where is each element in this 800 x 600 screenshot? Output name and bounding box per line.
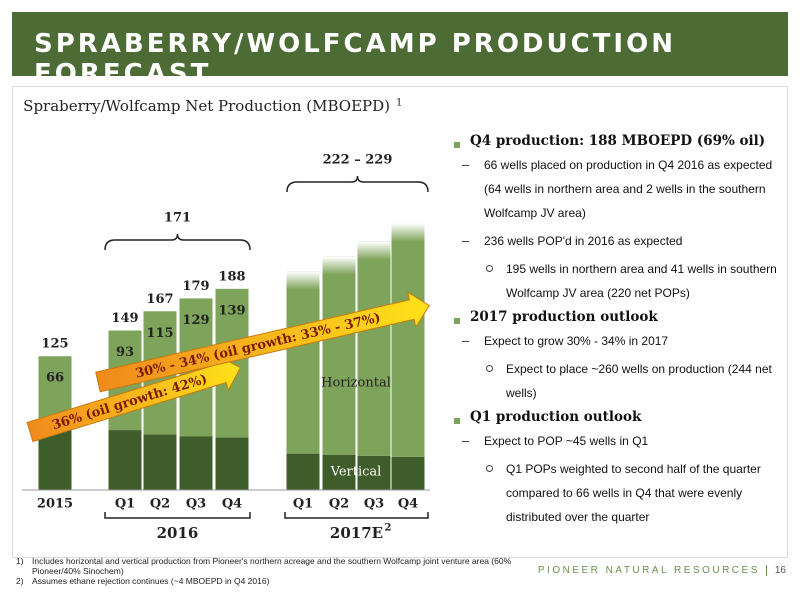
group-label: 2017E: [330, 524, 383, 542]
x-tick-label: Q3: [186, 497, 206, 512]
bullet-marker: [462, 241, 469, 242]
bar-segment: [391, 223, 425, 457]
bullet-text: 195 wells in northern area and 41 wells …: [506, 262, 777, 300]
bullet: 2017 production outlook: [452, 309, 788, 325]
bar-segment: [286, 453, 320, 490]
header: SPRABERRY/WOLFCAMP PRODUCTION FORECAST: [12, 12, 788, 89]
bullet: 236 wells POP'd in 2016 as expected: [454, 229, 788, 253]
total-label: 149: [111, 311, 138, 326]
fade: [391, 223, 425, 242]
bullet-marker: [454, 142, 460, 148]
bar-segment: [322, 454, 356, 490]
brace: [104, 233, 251, 251]
bar-segment: [357, 241, 391, 456]
bullet: Q4 production: 188 MBOEPD (69% oil): [452, 133, 788, 149]
bullet-marker: [462, 165, 469, 166]
x-tick-label: 2015: [37, 497, 73, 512]
segment-label: 66: [46, 371, 64, 386]
fade: [286, 271, 320, 290]
footnote: 2) Assumes ethane rejection continues (~4…: [16, 576, 536, 586]
brace: [286, 175, 429, 193]
x-tick-label: Q4: [222, 497, 242, 512]
bullet-text: 236 wells POP'd in 2016 as expected: [484, 234, 683, 248]
fade: [357, 241, 391, 260]
group-note: 2: [385, 523, 392, 534]
bullet-marker: [486, 265, 493, 272]
brace-label: 222 – 229: [323, 153, 393, 168]
group-bracket: [104, 512, 251, 519]
group-bracket: [284, 512, 429, 519]
bullet-text: 2017 production outlook: [470, 309, 658, 325]
footnote-text: Includes horizontal and vertical product…: [32, 556, 512, 576]
bullet: 195 wells in northern area and 41 wells …: [452, 257, 788, 305]
bar-segment: [143, 434, 177, 490]
bullet-marker: [462, 441, 469, 442]
fade: [322, 256, 356, 275]
group-label: 2016: [157, 524, 199, 542]
frame: [12, 86, 788, 558]
footnote-marker: 1): [16, 556, 24, 566]
bullets: Q4 production: 188 MBOEPD (69% oil) 66 we…: [452, 133, 788, 533]
bar-segment: [215, 437, 249, 490]
arrow-shape: [95, 290, 430, 393]
bar-segment: [179, 436, 213, 490]
footer: PIONEER NATURAL RESOURCES 16: [538, 565, 786, 576]
title-note: 1: [396, 98, 402, 109]
bar-segment: [108, 430, 142, 490]
x-tick-label: Q3: [364, 497, 384, 512]
footnotes: 1) Includes horizontal and vertical produ…: [16, 556, 536, 586]
bullet: 66 wells placed on production in Q4 2016…: [454, 153, 788, 225]
total-label: 188: [218, 269, 245, 284]
total-label: 167: [146, 292, 173, 307]
bullet-text: 66 wells placed on production in Q4 2016…: [484, 158, 773, 220]
x-tick-label: Q1: [293, 497, 313, 512]
bullet-marker: [486, 465, 493, 472]
company: PIONEER NATURAL RESOURCES: [537, 565, 760, 576]
bar-segment: [322, 256, 356, 455]
bar-segment: [286, 271, 320, 454]
bullet: Expect to POP ~45 wells in Q1: [454, 429, 788, 453]
bullet-text: Expect to place ~260 wells on production…: [506, 362, 772, 400]
x-tick-label: Q1: [115, 497, 135, 512]
bullet-marker: [462, 341, 469, 342]
series-label: Vertical: [330, 465, 382, 480]
footnote-text: Assumes ethane rejection continues (~4 M…: [32, 576, 270, 586]
bar-segment: [357, 455, 391, 490]
x-tick-label: Q2: [150, 497, 170, 512]
bullet-text: Q4 production: 188 MBOEPD (69% oil): [470, 133, 766, 149]
brace-label: 171: [164, 211, 191, 226]
total-label: 125: [41, 337, 68, 352]
chart-title: Spraberry/Wolfcamp Net Production (MBOEP…: [23, 97, 390, 115]
total-label: 179: [182, 279, 209, 294]
x-tick-label: Q2: [329, 497, 349, 512]
bullet-text: Expect to grow 30% - 34% in 2017: [484, 334, 669, 348]
series-label: Horizontal: [321, 376, 391, 391]
bullet-marker: [454, 418, 460, 424]
bullet: Q1 production outlook: [452, 409, 788, 425]
bullet: Q1 POPs weighted to second half of the q…: [452, 457, 788, 529]
segment-label: 115: [146, 326, 173, 341]
footnote: 1) Includes horizontal and vertical produ…: [16, 556, 536, 576]
page-number: 16: [765, 565, 786, 576]
bullet-marker: [454, 318, 460, 324]
footnote-marker: 2): [16, 576, 24, 586]
segment-label: 139: [218, 303, 245, 318]
x-tick-label: Q4: [398, 497, 418, 512]
bullet-text: Q1 POPs weighted to second half of the q…: [506, 462, 761, 524]
bullet-text: Expect to POP ~45 wells in Q1: [484, 434, 649, 448]
segment-label: 129: [182, 313, 209, 328]
bullet-marker: [486, 365, 493, 372]
bar-segment: [391, 456, 425, 490]
slide-title: SPRABERRY/WOLFCAMP PRODUCTION FORECAST: [34, 29, 676, 89]
segment-label: 93: [116, 345, 134, 360]
bullet: Expect to place ~260 wells on production…: [452, 357, 788, 405]
bullet-text: Q1 production outlook: [470, 409, 642, 425]
bullet: Expect to grow 30% - 34% in 2017: [454, 329, 788, 353]
